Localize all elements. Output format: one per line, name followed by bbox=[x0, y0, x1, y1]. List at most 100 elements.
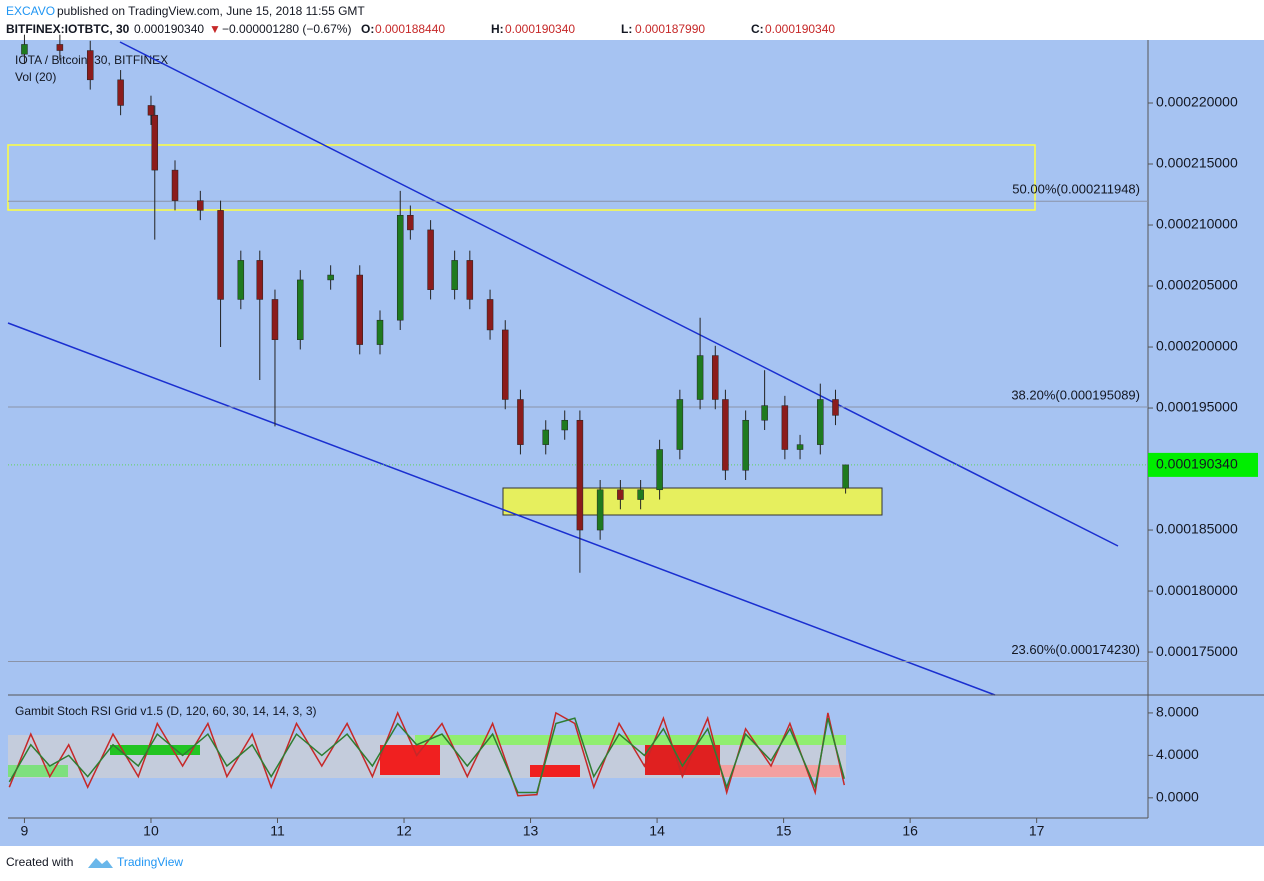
candle-body bbox=[722, 399, 729, 471]
ohlc-label: L: bbox=[621, 22, 632, 36]
footer-bg bbox=[0, 846, 1264, 881]
candle-body bbox=[842, 464, 849, 489]
grid-band bbox=[720, 765, 840, 777]
support-zone bbox=[502, 487, 883, 516]
ohlc-value: 0.000188440 bbox=[375, 22, 445, 36]
grid-band bbox=[8, 765, 68, 777]
candle-body bbox=[86, 50, 94, 81]
fib-label: 23.60%(0.000174230) bbox=[1011, 642, 1140, 657]
candle-body bbox=[542, 429, 549, 445]
candle-body bbox=[427, 229, 434, 290]
grid-band bbox=[645, 745, 720, 775]
ohlc-label: C: bbox=[751, 22, 764, 36]
trendline bbox=[7, 322, 996, 696]
chart-background bbox=[0, 40, 1264, 846]
candle-body bbox=[832, 399, 839, 416]
x-tick-label: 17 bbox=[1029, 823, 1045, 839]
candle-body bbox=[676, 399, 684, 450]
candle-body bbox=[197, 200, 204, 211]
y-tick-label: 0.000195000 bbox=[1156, 399, 1238, 415]
grid-band bbox=[530, 765, 580, 777]
zone bbox=[7, 144, 1036, 211]
candle-body bbox=[817, 399, 824, 445]
candle-body bbox=[21, 44, 28, 55]
grid-band bbox=[110, 745, 200, 755]
candle-body bbox=[617, 489, 624, 500]
grid-band bbox=[380, 745, 440, 775]
candle-body bbox=[742, 419, 749, 471]
y-tick-label: 0.000185000 bbox=[1156, 521, 1238, 537]
price: 0.000190340 bbox=[134, 22, 204, 36]
candle-body bbox=[271, 299, 279, 340]
candle-body bbox=[637, 489, 644, 500]
x-tick-label: 15 bbox=[776, 823, 792, 839]
candle-body bbox=[147, 105, 155, 116]
stoch-line bbox=[8, 717, 846, 794]
published: published on TradingView.com, June 15, 2… bbox=[57, 4, 365, 18]
candle-body bbox=[256, 260, 264, 300]
candle-body bbox=[151, 114, 159, 171]
candle-body bbox=[237, 260, 245, 300]
candle-body bbox=[781, 405, 789, 450]
change-arrow: ▼ bbox=[209, 22, 221, 36]
candle-body bbox=[656, 449, 663, 491]
x-tick-label: 10 bbox=[143, 823, 159, 839]
change: −0.000001280 (−0.67%) bbox=[222, 22, 351, 36]
last-price-box bbox=[1148, 452, 1258, 477]
candle-body bbox=[117, 79, 124, 106]
candle-body bbox=[327, 274, 334, 281]
x-tick-label: 16 bbox=[902, 823, 918, 839]
candle-body bbox=[576, 419, 584, 531]
candle-body bbox=[486, 299, 494, 331]
y-tick-label: 0.000220000 bbox=[1156, 94, 1238, 110]
y-tick-label: 0.000200000 bbox=[1156, 338, 1238, 354]
candle-body bbox=[356, 274, 363, 345]
candle-body bbox=[761, 405, 768, 421]
candle-body bbox=[517, 399, 524, 445]
y-tick-label: 0.000175000 bbox=[1156, 643, 1238, 659]
y-tick-label: 0.000180000 bbox=[1156, 582, 1238, 598]
candle-body bbox=[171, 169, 179, 201]
stoch-grid bbox=[8, 735, 846, 778]
candle-body bbox=[696, 355, 704, 400]
candle-body bbox=[561, 419, 568, 431]
fib-label: 38.20%(0.000195089) bbox=[1011, 387, 1140, 402]
candle-body bbox=[396, 215, 404, 321]
footer-brand[interactable]: TradingView bbox=[117, 855, 183, 869]
author[interactable]: EXCAVO bbox=[6, 4, 55, 18]
footer-text: Created with bbox=[6, 855, 73, 869]
ohlc-value: 0.000187990 bbox=[635, 22, 705, 36]
candle-body bbox=[501, 329, 509, 400]
x-tick-label: 14 bbox=[649, 823, 665, 839]
y-tick-label: 8.0000 bbox=[1156, 704, 1199, 720]
candle-body bbox=[376, 319, 384, 345]
logo bbox=[88, 858, 113, 868]
candle-body bbox=[407, 215, 414, 231]
volume-legend: Vol (20) bbox=[15, 70, 56, 84]
ohlc-value: 0.000190340 bbox=[765, 22, 835, 36]
y-tick-label: 0.000215000 bbox=[1156, 155, 1238, 171]
symbol: BITFINEX:IOTBTC, 30 bbox=[6, 22, 130, 36]
y-tick-label: 0.000205000 bbox=[1156, 277, 1238, 293]
ohlc-value: 0.000190340 bbox=[505, 22, 575, 36]
candle-body bbox=[466, 260, 474, 300]
x-tick-label: 9 bbox=[21, 823, 29, 839]
candle-body bbox=[596, 489, 604, 531]
candle-body bbox=[451, 260, 458, 290]
y-tick-label: 0.0000 bbox=[1156, 789, 1199, 805]
ohlc-label: H: bbox=[491, 22, 504, 36]
grid-band bbox=[415, 735, 846, 745]
trendline bbox=[119, 41, 1119, 547]
ohlc-label: O: bbox=[361, 22, 374, 36]
x-tick-label: 12 bbox=[396, 823, 412, 839]
candle-body bbox=[56, 44, 64, 51]
candle-body bbox=[712, 355, 719, 400]
last-price-label: 0.000190340 bbox=[1156, 456, 1238, 472]
x-tick-label: 13 bbox=[523, 823, 539, 839]
y-tick-label: 0.000210000 bbox=[1156, 216, 1238, 232]
x-tick-label: 11 bbox=[270, 823, 285, 839]
y-tick-label: 4.0000 bbox=[1156, 746, 1199, 762]
candle-body bbox=[796, 444, 804, 450]
candle-body bbox=[297, 279, 304, 340]
